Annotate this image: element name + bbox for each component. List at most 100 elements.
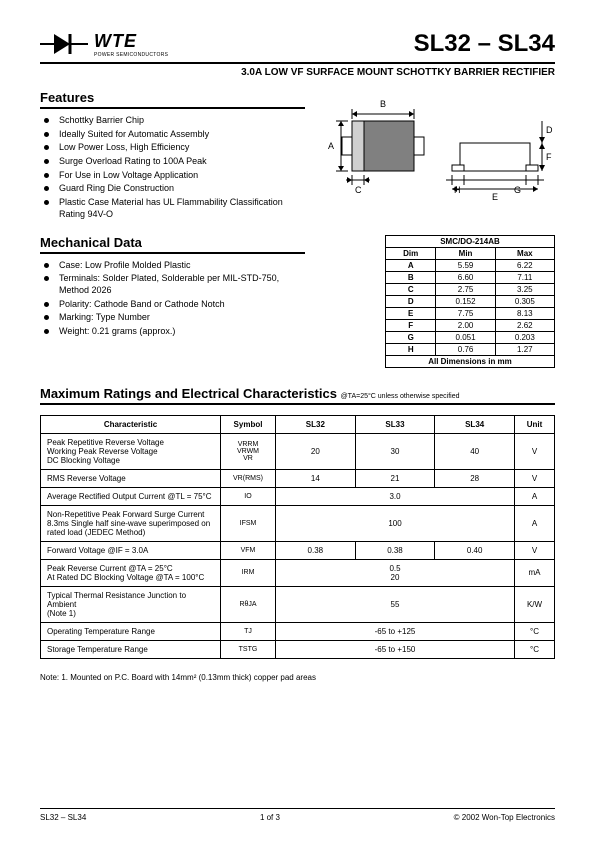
table-cell: 2.62 bbox=[495, 319, 554, 331]
table-header: Min bbox=[436, 247, 495, 259]
table-row: Forward Voltage @IF = 3.0AVFM0.380.380.4… bbox=[41, 541, 555, 559]
table-cell: A bbox=[515, 487, 555, 505]
table-cell: 55 bbox=[276, 586, 515, 622]
table-cell: Average Rectified Output Current @TL = 7… bbox=[41, 487, 221, 505]
dimension-table: SMC/DO-214AB DimMinMax A5.596.22B6.607.1… bbox=[385, 235, 555, 368]
svg-text:D: D bbox=[546, 125, 553, 135]
table-cell: K/W bbox=[515, 586, 555, 622]
table-row: H0.761.27 bbox=[386, 343, 555, 355]
package-drawing-col: B A C D bbox=[325, 90, 555, 223]
table-cell: -65 to +125 bbox=[276, 622, 515, 640]
table-cell: °C bbox=[515, 622, 555, 640]
bullet-icon bbox=[44, 173, 49, 178]
bullet-icon bbox=[44, 186, 49, 191]
table-cell: 0.305 bbox=[495, 295, 554, 307]
table-cell: TSTG bbox=[221, 640, 276, 658]
table-cell: V bbox=[515, 469, 555, 487]
subtitle: 3.0A LOW VF SURFACE MOUNT SCHOTTKY BARRI… bbox=[40, 62, 555, 78]
footer-left: SL32 – SL34 bbox=[40, 813, 86, 822]
table-cell: E bbox=[386, 307, 436, 319]
table-cell: 7.75 bbox=[436, 307, 495, 319]
table-cell: 30 bbox=[355, 433, 435, 469]
list-item-text: Polarity: Cathode Band or Cathode Notch bbox=[59, 299, 225, 311]
mechanical-row: Mechanical Data Case: Low Profile Molded… bbox=[40, 235, 555, 368]
table-cell: 40 bbox=[435, 433, 515, 469]
mechanical-list: Case: Low Profile Molded PlasticTerminal… bbox=[40, 260, 305, 338]
features-list: Schottky Barrier Chip Ideally Suited for … bbox=[40, 115, 305, 221]
list-item: Surge Overload Rating to 100A Peak bbox=[44, 156, 305, 168]
page-title: SL32 – SL34 bbox=[414, 30, 555, 58]
table-cell: 0.38 bbox=[355, 541, 435, 559]
table-cell: 0.40 bbox=[435, 541, 515, 559]
bullet-icon bbox=[44, 315, 49, 320]
table-cell: 6.22 bbox=[495, 259, 554, 271]
table-row: Typical Thermal Resistance Junction to A… bbox=[41, 586, 555, 622]
table-row: E7.758.13 bbox=[386, 307, 555, 319]
features-heading: Features bbox=[40, 90, 305, 109]
dim-table-col: SMC/DO-214AB DimMinMax A5.596.22B6.607.1… bbox=[325, 235, 555, 368]
logo-main: WTE bbox=[94, 31, 168, 52]
table-cell: 28 bbox=[435, 469, 515, 487]
list-item: Ideally Suited for Automatic Assembly bbox=[44, 129, 305, 141]
dim-footer: All Dimensions in mm bbox=[386, 355, 555, 367]
table-cell: IFSM bbox=[221, 505, 276, 541]
footer-center: 1 of 3 bbox=[260, 813, 280, 822]
table-cell: F bbox=[386, 319, 436, 331]
bullet-icon bbox=[44, 159, 49, 164]
table-row: Peak Reverse Current @TA = 25°C At Rated… bbox=[41, 559, 555, 586]
list-item-text: Schottky Barrier Chip bbox=[59, 115, 144, 127]
table-cell: Peak Repetitive Reverse Voltage Working … bbox=[41, 433, 221, 469]
logo-sub: POWER SEMICONDUCTORS bbox=[94, 52, 168, 58]
list-item: Plastic Case Material has UL Flammabilit… bbox=[44, 197, 305, 220]
table-header: Max bbox=[495, 247, 554, 259]
list-item: For Use in Low Voltage Application bbox=[44, 170, 305, 182]
table-cell: Typical Thermal Resistance Junction to A… bbox=[41, 586, 221, 622]
list-item: Terminals: Solder Plated, Solderable per… bbox=[44, 273, 305, 296]
table-cell: H bbox=[386, 343, 436, 355]
bullet-icon bbox=[44, 118, 49, 123]
table-cell: 3.0 bbox=[276, 487, 515, 505]
bullet-icon bbox=[44, 276, 49, 281]
table-row: Average Rectified Output Current @TL = 7… bbox=[41, 487, 555, 505]
list-item: Guard Ring Die Construction bbox=[44, 183, 305, 195]
table-cell: 2.00 bbox=[436, 319, 495, 331]
note-text: Note: 1. Mounted on P.C. Board with 14mm… bbox=[40, 673, 555, 682]
table-cell: 0.203 bbox=[495, 331, 554, 343]
diode-icon bbox=[40, 30, 88, 58]
table-cell: mA bbox=[515, 559, 555, 586]
ratings-heading-text: Maximum Ratings and Electrical Character… bbox=[40, 386, 337, 401]
table-cell: VRRM VRWM VR bbox=[221, 433, 276, 469]
list-item-text: Marking: Type Number bbox=[59, 312, 150, 324]
table-cell: RMS Reverse Voltage bbox=[41, 469, 221, 487]
list-item: Weight: 0.21 grams (approx.) bbox=[44, 326, 305, 338]
svg-text:G: G bbox=[514, 185, 521, 195]
list-item-text: Case: Low Profile Molded Plastic bbox=[59, 260, 191, 272]
bullet-icon bbox=[44, 200, 49, 205]
logo-text: WTE POWER SEMICONDUCTORS bbox=[94, 31, 168, 58]
table-row: G0.0510.203 bbox=[386, 331, 555, 343]
svg-text:B: B bbox=[380, 99, 386, 109]
table-cell: VFM bbox=[221, 541, 276, 559]
features-col: Features Schottky Barrier Chip Ideally Su… bbox=[40, 90, 305, 223]
table-header: Symbol bbox=[221, 415, 276, 433]
table-cell: IO bbox=[221, 487, 276, 505]
table-cell: 0.76 bbox=[436, 343, 495, 355]
table-cell: B bbox=[386, 271, 436, 283]
svg-text:C: C bbox=[355, 185, 362, 195]
footer-right: © 2002 Won-Top Electronics bbox=[454, 813, 555, 822]
table-header: Characteristic bbox=[41, 415, 221, 433]
table-cell: 6.60 bbox=[436, 271, 495, 283]
table-row: D0.1520.305 bbox=[386, 295, 555, 307]
package-drawing: B A C D bbox=[325, 90, 555, 205]
table-row: Operating Temperature RangeTJ-65 to +125… bbox=[41, 622, 555, 640]
table-cell: Non-Repetitive Peak Forward Surge Curren… bbox=[41, 505, 221, 541]
table-row: A5.596.22 bbox=[386, 259, 555, 271]
electrical-table: CharacteristicSymbolSL32SL33SL34Unit Pea… bbox=[40, 415, 555, 659]
list-item-text: Weight: 0.21 grams (approx.) bbox=[59, 326, 175, 338]
table-row: Non-Repetitive Peak Forward Surge Curren… bbox=[41, 505, 555, 541]
svg-text:E: E bbox=[492, 192, 498, 202]
ratings-heading: Maximum Ratings and Electrical Character… bbox=[40, 386, 555, 405]
list-item-text: Surge Overload Rating to 100A Peak bbox=[59, 156, 207, 168]
table-cell: C bbox=[386, 283, 436, 295]
table-cell: Peak Reverse Current @TA = 25°C At Rated… bbox=[41, 559, 221, 586]
